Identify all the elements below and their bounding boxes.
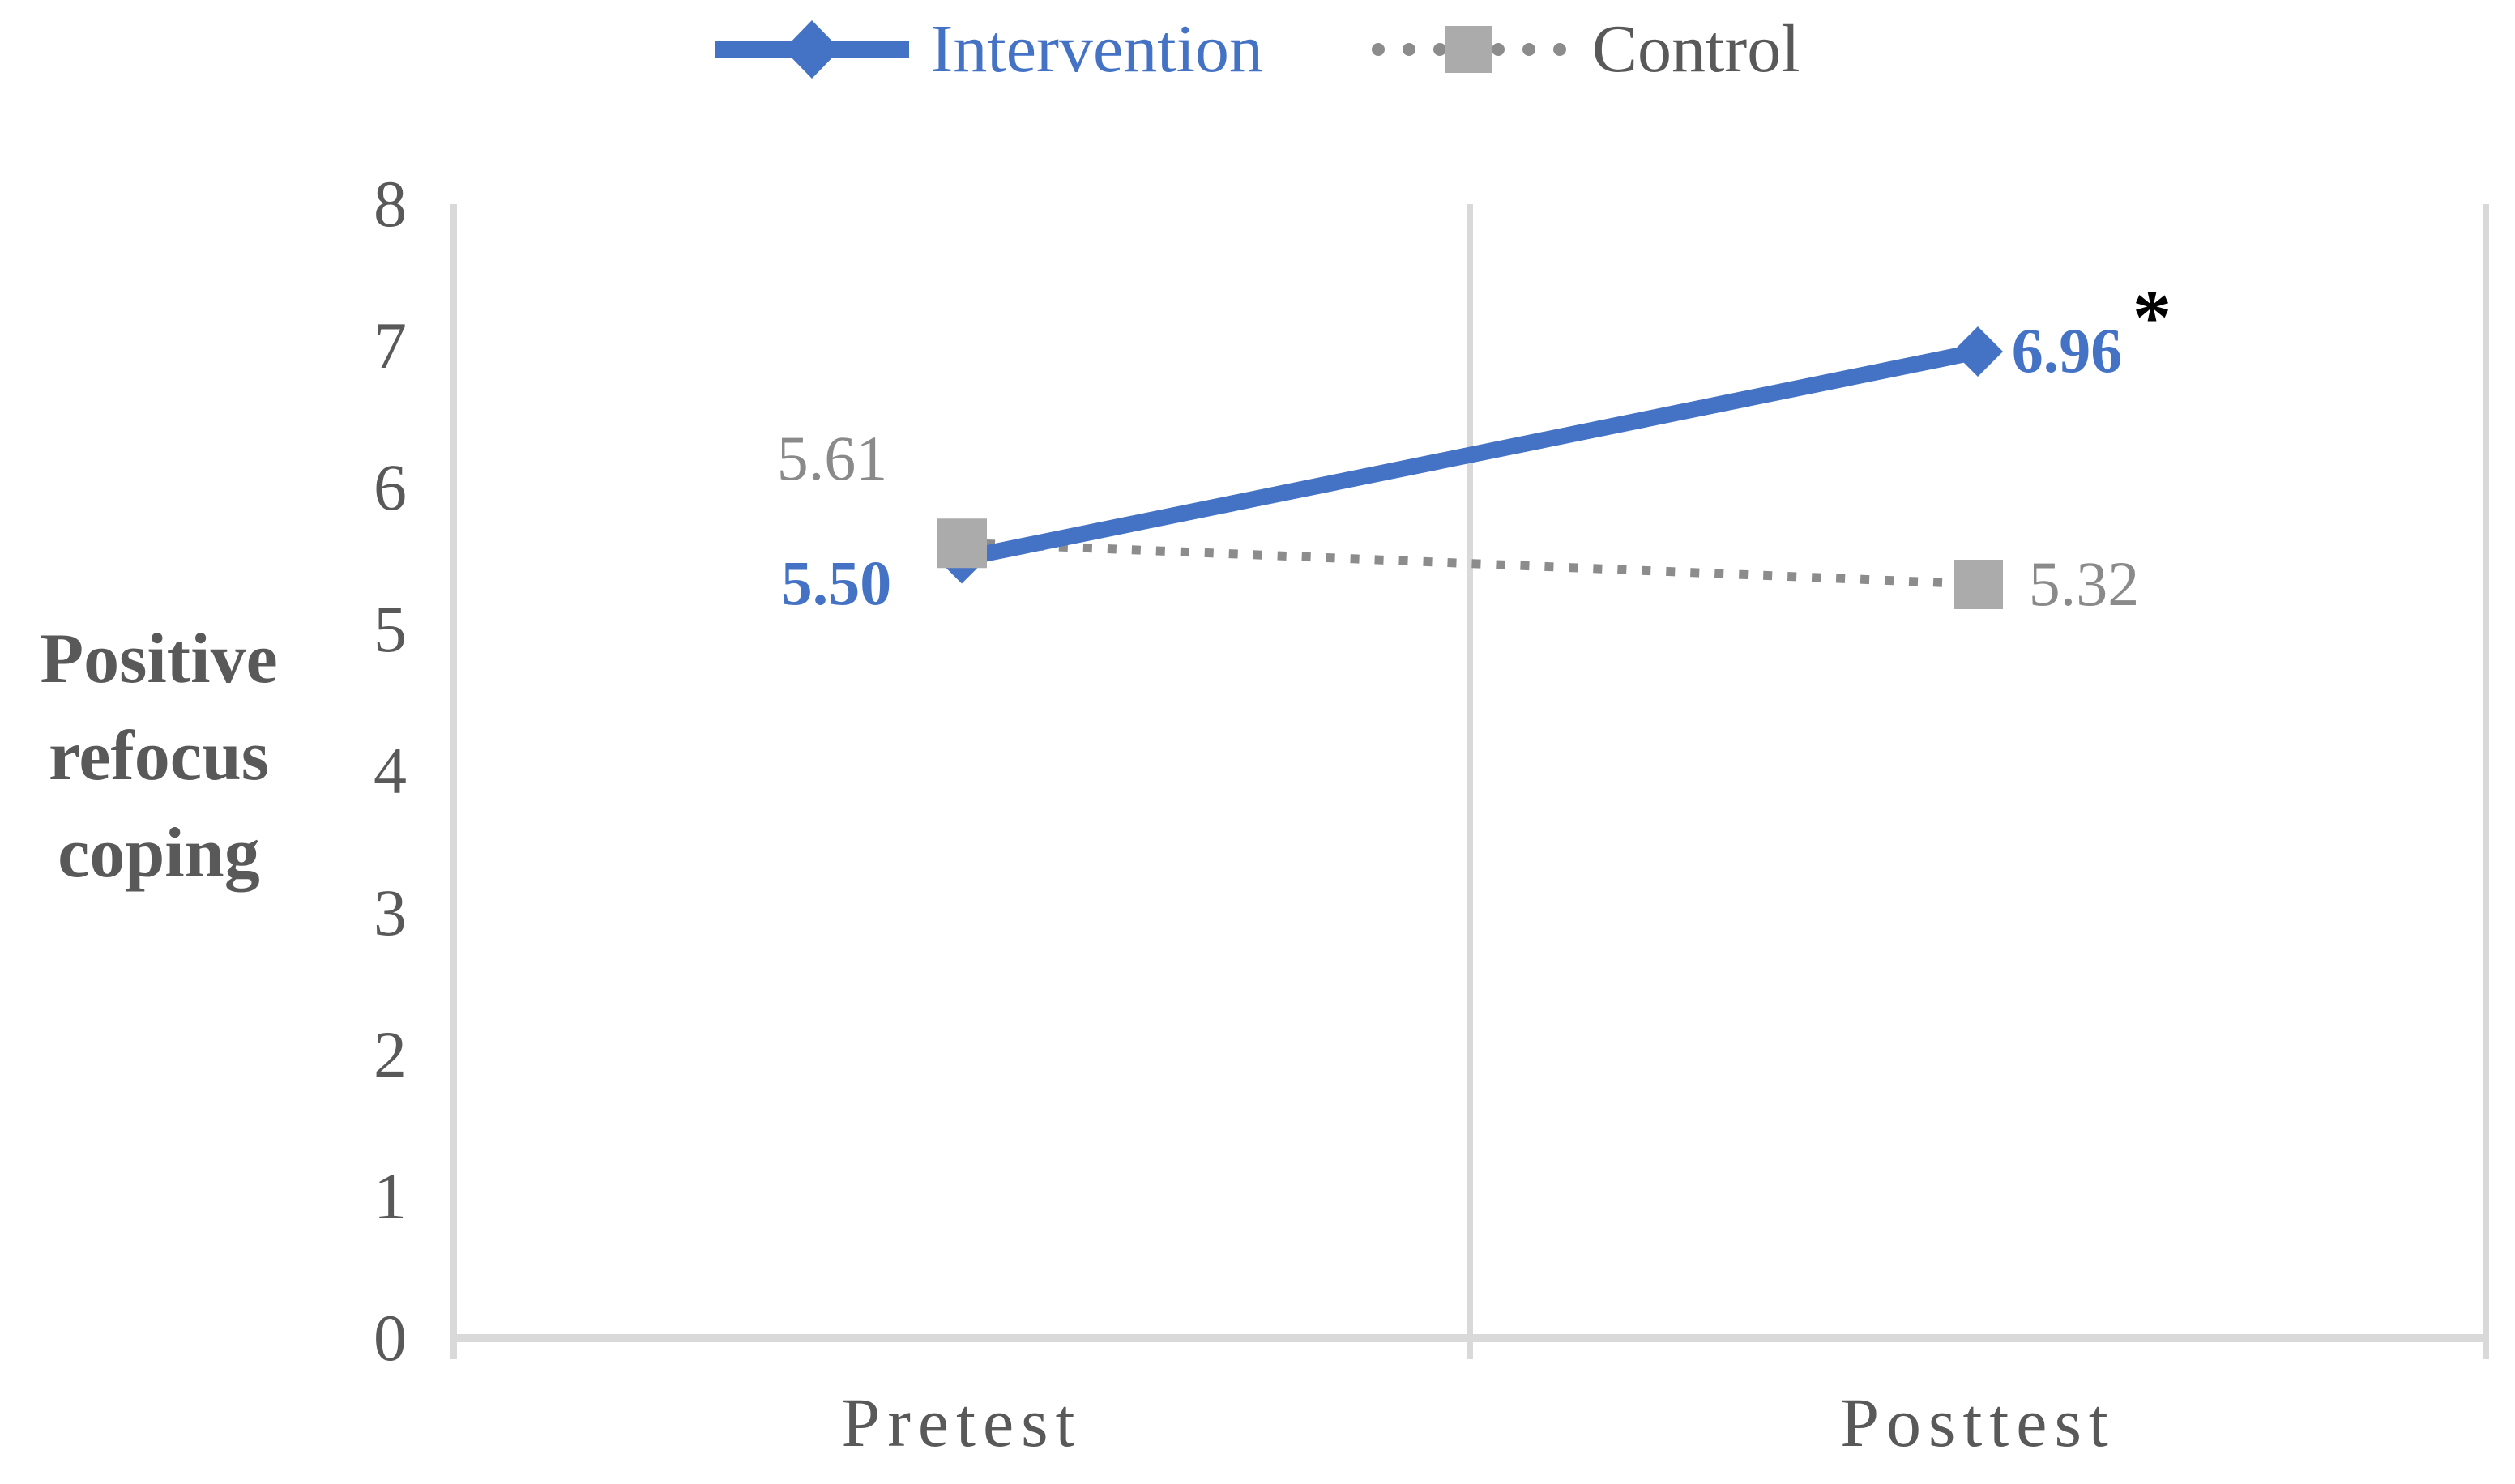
legend: Intervention Control — [0, 5, 2515, 94]
y-axis-title: Positive refocus coping — [0, 611, 318, 902]
intervention-diamond-marker — [1953, 326, 2003, 377]
x-tick-posttest: Posttest — [1840, 1384, 2116, 1461]
control-square-marker — [1954, 560, 2003, 609]
control-square-marker — [937, 518, 987, 569]
data-label-control-pretest: 5.61 — [776, 423, 888, 494]
significance-asterisk: * — [2133, 274, 2171, 360]
intervention-line — [960, 343, 1979, 567]
intervention-line-key-icon — [715, 20, 910, 79]
x-tick-pretest: Pretest — [841, 1384, 1082, 1461]
y-tick-label: 3 — [374, 876, 407, 949]
y-tick-label: 6 — [374, 450, 407, 524]
legend-item-intervention[interactable]: Intervention — [715, 15, 1263, 83]
y-tick-label: 7 — [374, 309, 407, 382]
y-tick-label: 5 — [374, 592, 407, 666]
control-line-key-icon — [1371, 26, 1566, 73]
y-axis-title-line: Positive — [40, 620, 278, 698]
y-axis-title-line: coping — [58, 814, 260, 893]
legend-item-control[interactable]: Control — [1367, 15, 1800, 83]
y-axis-title-line: refocus — [48, 717, 270, 795]
data-label-intervention-pretest: 5.50 — [780, 547, 892, 618]
legend-label-control: Control — [1591, 11, 1800, 87]
y-tick-label: 8 — [374, 167, 407, 241]
y-tick-label: 1 — [374, 1159, 407, 1233]
data-label-control-posttest: 5.32 — [2028, 548, 2140, 619]
data-label-intervention-posttest: 6.96 — [2011, 315, 2123, 386]
y-tick-label: 0 — [374, 1301, 407, 1375]
legend-label-intervention: Intervention — [930, 11, 1263, 87]
y-tick-label: 4 — [374, 734, 407, 808]
y-tick-label: 2 — [374, 1017, 407, 1091]
